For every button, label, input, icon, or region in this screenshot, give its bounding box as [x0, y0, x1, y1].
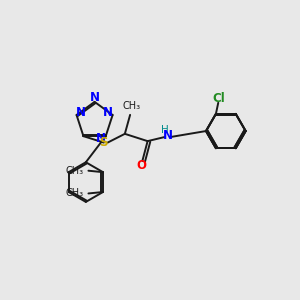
Text: N: N [96, 132, 106, 145]
Text: H: H [161, 125, 169, 135]
Text: O: O [136, 159, 146, 172]
Text: CH₃: CH₃ [122, 101, 140, 111]
Text: CH₃: CH₃ [65, 188, 83, 199]
Text: CH₃: CH₃ [65, 166, 83, 176]
Text: N: N [103, 106, 113, 119]
Text: N: N [76, 106, 86, 119]
Text: N: N [90, 91, 100, 104]
Text: S: S [100, 136, 108, 149]
Text: Cl: Cl [212, 92, 225, 105]
Text: N: N [162, 129, 172, 142]
